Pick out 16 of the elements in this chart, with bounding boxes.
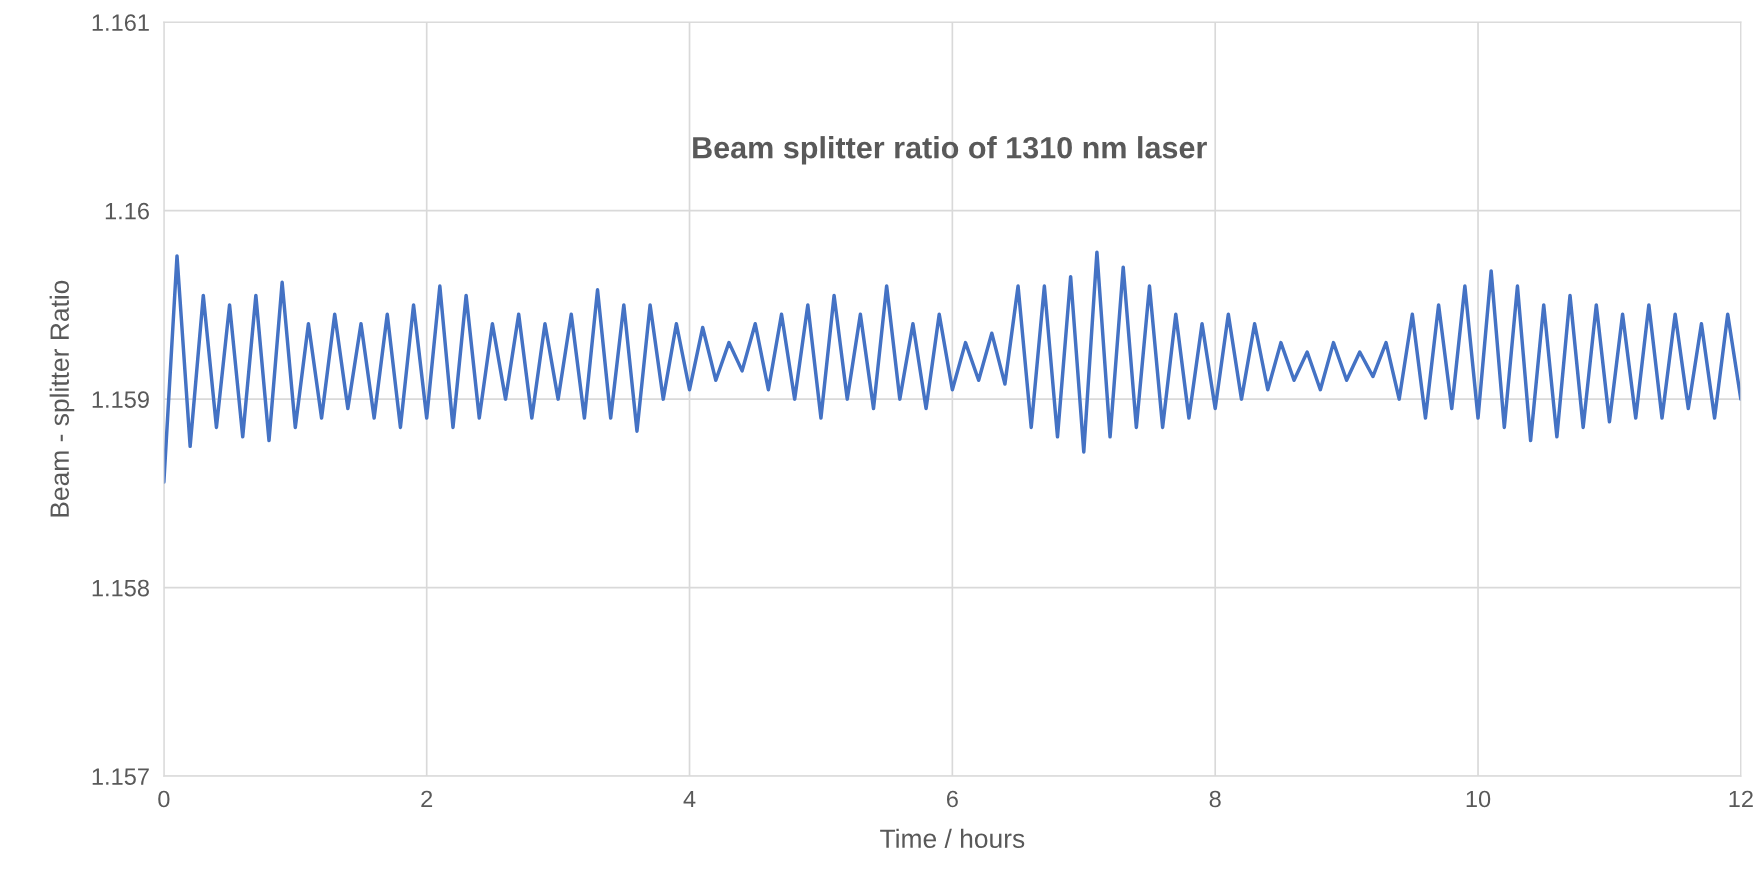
y-tick-label: 1.157 xyxy=(92,768,149,785)
x-tick-label: 10 xyxy=(1466,790,1491,808)
y-axis-title: Beam - splitter Ratio xyxy=(49,280,75,517)
x-tick-label: 8 xyxy=(1209,790,1221,808)
text: Beam splitter ratio of 1310 nm laser xyxy=(693,136,1207,165)
y-tick-label: 1.158 xyxy=(92,579,149,597)
line-series xyxy=(163,250,1741,484)
y-tick-label: 1.161 xyxy=(92,14,149,31)
y-tick-label: 1.159 xyxy=(92,391,149,408)
x-tick-label: 12 xyxy=(1729,790,1753,808)
y-tick-label: 1.16 xyxy=(105,202,149,220)
x-axis-title: Time / hours xyxy=(880,828,1025,849)
x-tick-label: 4 xyxy=(683,790,696,808)
x-tick-label: 6 xyxy=(946,790,958,808)
x-tick-label: 2 xyxy=(421,790,433,808)
x-tick-label: 0 xyxy=(158,790,170,808)
